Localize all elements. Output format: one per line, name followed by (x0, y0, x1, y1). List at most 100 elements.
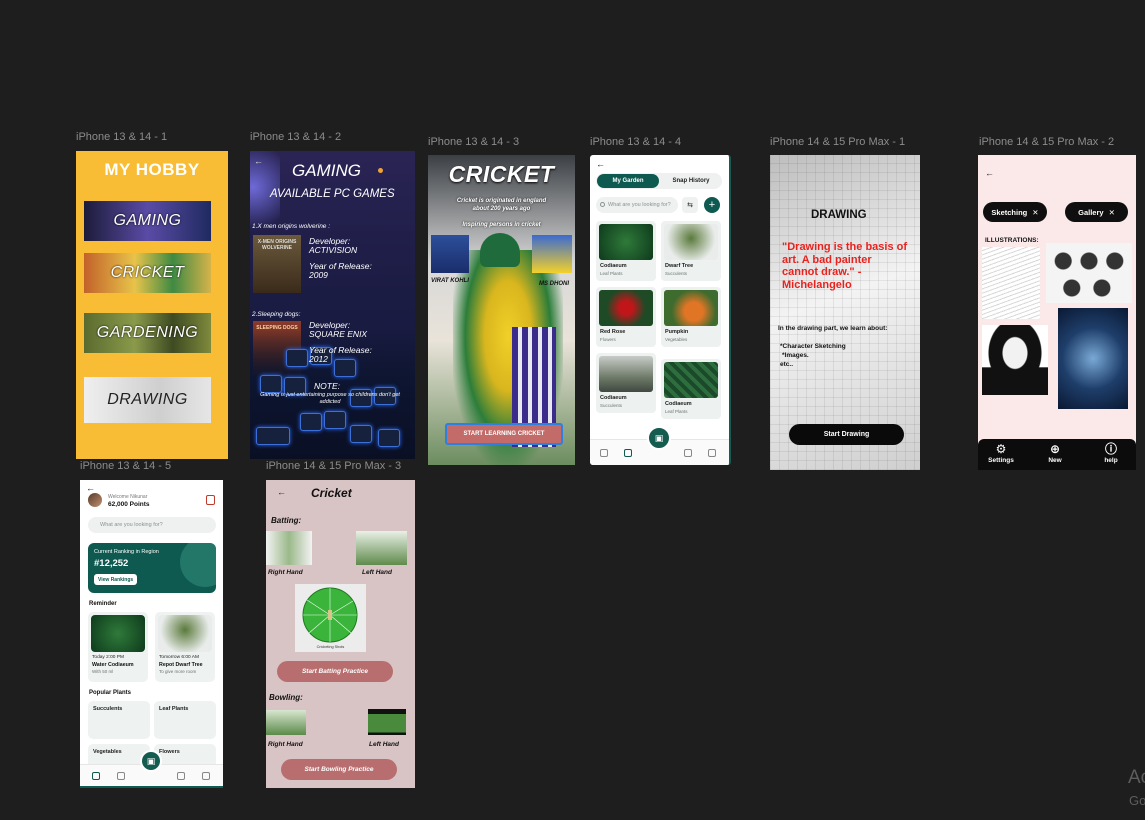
reminder-card[interactable]: Today 2:00 PM Water Codiaeum With 50 ml (88, 612, 148, 682)
category-card[interactable]: Succulents (88, 701, 150, 739)
plant-card[interactable]: Pumpkin Vegetables (661, 287, 721, 347)
frame-plant-home[interactable]: ← Welcome Nikunar 62,000 Points What are… (80, 480, 223, 788)
filter-icon[interactable]: ⇆ (682, 197, 698, 213)
frame-label-5[interactable]: iPhone 14 & 15 Pro Max - 1 (770, 136, 906, 148)
calendar-icon[interactable] (202, 772, 210, 780)
scan-button[interactable]: ▣ (647, 426, 671, 450)
chart-caption: Cricketing Shots (316, 645, 345, 649)
back-arrow-icon[interactable]: ← (277, 487, 286, 497)
left-hand-bowling-image[interactable] (368, 709, 406, 735)
frame-label-1[interactable]: iPhone 13 & 14 - 1 (76, 131, 168, 143)
left-hand-batting-image[interactable] (356, 531, 407, 565)
game1-cover-text: X-MEN ORIGINS WOLVERINE (257, 239, 297, 251)
illustrations-heading: ILLUSTRATIONS: (985, 237, 1039, 244)
home-icon[interactable] (92, 772, 100, 780)
plant-icon[interactable] (624, 449, 632, 457)
plant-name: Codiaeum (600, 395, 627, 401)
start-drawing-button[interactable]: Start Drawing (789, 424, 904, 445)
ranking-card[interactable]: Current Ranking in Region #12,252 View R… (88, 543, 216, 593)
plant-icon[interactable] (117, 772, 125, 780)
hobby-gardening[interactable]: GARDENING (84, 313, 211, 353)
chip-sketching[interactable]: Sketching ✕ (983, 202, 1047, 222)
sketch-bottom-nav: ⚙ Settings ⊕ New ⓘ help (978, 439, 1136, 470)
start-bowling-button[interactable]: Start Bowling Practice (281, 759, 397, 780)
virat-photo[interactable] (431, 235, 469, 273)
back-arrow-icon[interactable]: ← (254, 156, 263, 166)
garden-search-input[interactable]: What are you looking for? (596, 197, 678, 213)
nav-help[interactable]: ⓘ help (1096, 442, 1126, 464)
ranking-decoration (180, 543, 216, 587)
plant-card[interactable]: Dwarf Tree Succulents (661, 221, 721, 281)
dhoni-name: MS DHONI (539, 281, 569, 287)
nav-settings[interactable]: ⚙ Settings (986, 442, 1016, 464)
tab-my-garden[interactable]: My Garden (597, 174, 659, 188)
reminder-time: Today 2:00 PM (92, 655, 124, 660)
plant-card[interactable]: Codiaeum Leaf Plants (596, 221, 656, 281)
reminder-image (158, 615, 212, 652)
frame-gaming[interactable]: ← GAMING AVAILABLE PC GAMES 1.X men orig… (250, 151, 415, 459)
avatar[interactable] (88, 493, 102, 507)
category-label: Flowers (159, 749, 180, 755)
game2-name: 2.Sleeping dogs: (252, 311, 301, 318)
reminder-card[interactable]: Tomorrow 6:00 AM Repot Dwarf Tree To giv… (155, 612, 215, 682)
notification-icon[interactable] (206, 495, 215, 505)
frame-label-8[interactable]: iPhone 14 & 15 Pro Max - 3 (266, 460, 402, 472)
home-search-input[interactable]: What are you looking for? (88, 517, 216, 533)
sketch-faces[interactable] (1046, 243, 1132, 303)
dhoni-photo[interactable] (532, 235, 572, 273)
close-icon[interactable]: ✕ (1108, 207, 1115, 217)
frame-my-hobby[interactable]: MY HOBBY GAMING CRICKET GARDENING DRAWIN… (76, 151, 228, 459)
game1-cover[interactable]: X-MEN ORIGINS WOLVERINE (253, 235, 301, 293)
plant-card[interactable]: Codiaeum Leaf Plants (661, 359, 721, 419)
nav-new[interactable]: ⊕ New (1040, 442, 1070, 464)
frame-label-2[interactable]: iPhone 13 & 14 - 2 (250, 131, 342, 143)
community-icon[interactable] (177, 772, 185, 780)
hobby-cricket[interactable]: CRICKET (84, 253, 211, 293)
frame-sketching[interactable]: ← Sketching ✕ Gallery ✕ ILLUSTRATIONS: ⚙ Se… (978, 155, 1136, 470)
cricketing-shots-chart[interactable]: Cricketing Shots (295, 584, 366, 652)
plant-category: Succulents (665, 271, 688, 276)
hobby-drawing-label: DRAWING (107, 391, 188, 408)
hobby-gaming[interactable]: GAMING (84, 201, 211, 241)
category-card[interactable]: Leaf Plants (154, 701, 216, 739)
view-rankings-button[interactable]: View Rankings (94, 574, 138, 585)
plant-card[interactable]: Codiaeum Succulents (596, 353, 656, 413)
game1-name: 1.X men origins wolverine : (252, 223, 331, 230)
back-arrow-icon[interactable]: ← (985, 168, 994, 178)
calendar-icon[interactable] (708, 449, 716, 457)
right-hand-bowling-image[interactable] (266, 710, 306, 735)
sketch-john-wick[interactable] (982, 325, 1048, 395)
home-icon[interactable] (600, 449, 608, 457)
dot-icon (378, 168, 383, 173)
keyboard-background (250, 329, 415, 459)
frame-label-7[interactable]: iPhone 13 & 14 - 5 (80, 460, 172, 472)
reminder-title: Repot Dwarf Tree (159, 662, 203, 668)
add-plant-button[interactable]: + (704, 197, 720, 213)
chip-gallery[interactable]: Gallery ✕ (1065, 202, 1128, 222)
frame-label-6[interactable]: iPhone 14 & 15 Pro Max - 2 (979, 136, 1115, 148)
start-learning-button[interactable]: START LEARNING CRICKET (445, 423, 563, 445)
frame-cricket[interactable]: CRICKET Cricket is originated in england… (428, 155, 575, 465)
practice-title: Cricket (311, 486, 352, 500)
help-icon: ⓘ (1104, 442, 1117, 456)
scan-button[interactable]: ▣ (140, 750, 162, 772)
frame-my-garden[interactable]: ← My Garden Snap History What are you lo… (590, 155, 731, 465)
frame-drawing[interactable]: DRAWING "Drawing is the basis of art. A … (770, 155, 920, 470)
hobby-drawing[interactable]: DRAWING (84, 377, 211, 423)
frame-label-3[interactable]: iPhone 13 & 14 - 3 (428, 136, 520, 148)
right-hand-batting-image[interactable] (266, 531, 312, 565)
tab-snap-history[interactable]: Snap History (672, 178, 710, 184)
start-batting-button[interactable]: Start Batting Practice (277, 661, 393, 682)
close-icon[interactable]: ✕ (1032, 207, 1039, 217)
sketch-soldier[interactable] (982, 247, 1040, 319)
plant-name: Red Rose (600, 329, 626, 335)
back-arrow-icon[interactable]: ← (86, 483, 95, 493)
frame-label-4[interactable]: iPhone 13 & 14 - 4 (590, 136, 682, 148)
sketch-ballerina[interactable] (1058, 308, 1128, 409)
activation-watermark: Ac (1128, 767, 1145, 788)
plant-card[interactable]: Red Rose Flowers (596, 287, 656, 347)
back-arrow-icon[interactable]: ← (596, 159, 605, 169)
community-icon[interactable] (684, 449, 692, 457)
frame-cricket-practice[interactable]: ← Cricket Batting: Right Hand Left Hand … (266, 480, 415, 788)
